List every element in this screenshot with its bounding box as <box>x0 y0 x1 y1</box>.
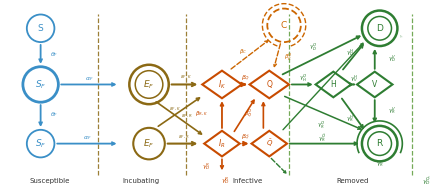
Text: $\beta_C$: $\beta_C$ <box>239 47 247 57</box>
Text: $\alpha_F$: $\alpha_F$ <box>84 75 93 83</box>
Text: Incubating: Incubating <box>123 178 160 184</box>
Text: D: D <box>376 24 383 33</box>
Text: $\gamma_R^Q$: $\gamma_R^Q$ <box>317 119 325 131</box>
Text: Removed: Removed <box>337 178 369 184</box>
Text: $\beta_C^Q$: $\beta_C^Q$ <box>284 51 293 63</box>
Text: $S_F$: $S_F$ <box>35 137 46 150</box>
Text: Susceptible: Susceptible <box>29 178 70 184</box>
Text: S: S <box>38 24 44 33</box>
Text: $\beta_Q$: $\beta_Q$ <box>241 74 250 83</box>
Text: $\gamma_D^R$: $\gamma_D^R$ <box>202 161 210 172</box>
Text: $\theta_F$: $\theta_F$ <box>51 111 59 119</box>
Text: $\gamma_R^R$: $\gamma_R^R$ <box>376 158 384 169</box>
Text: R: R <box>377 139 383 148</box>
Text: $I_K$: $I_K$ <box>218 78 226 91</box>
Text: $\epsilon_{F,R}$: $\epsilon_{F,R}$ <box>181 112 192 120</box>
Text: $\gamma_R^{\bar{Q}}$: $\gamma_R^{\bar{Q}}$ <box>318 132 327 144</box>
Text: $E_F$: $E_F$ <box>143 78 155 91</box>
Text: $I_R$: $I_R$ <box>218 137 226 150</box>
Text: H: H <box>330 80 336 89</box>
Text: $\bar{Q}$: $\bar{Q}$ <box>266 138 273 149</box>
Text: $\theta_F$: $\theta_F$ <box>51 50 59 59</box>
Text: $\gamma_H^Q$: $\gamma_H^Q$ <box>299 73 307 84</box>
Text: $\gamma_D^R$: $\gamma_D^R$ <box>220 176 229 187</box>
Text: $\gamma_D^V$: $\gamma_D^V$ <box>388 53 396 64</box>
Text: $\gamma_V^H$: $\gamma_V^H$ <box>350 73 358 84</box>
Text: $\beta_{\bar{Q}}^Q$: $\beta_{\bar{Q}}^Q$ <box>244 108 253 120</box>
Text: $\epsilon_{F,K}$: $\epsilon_{F,K}$ <box>180 74 191 81</box>
Text: $S_F$: $S_F$ <box>35 78 46 91</box>
Text: V: V <box>372 80 378 89</box>
Text: $\alpha_F$: $\alpha_F$ <box>83 134 91 142</box>
Text: $\gamma_R^H$: $\gamma_R^H$ <box>346 114 355 124</box>
Text: C: C <box>281 21 287 30</box>
Text: $\epsilon_{F,K}$: $\epsilon_{F,K}$ <box>169 105 181 113</box>
Text: $\epsilon_{F,R}$: $\epsilon_{F,R}$ <box>178 134 189 141</box>
Text: $\gamma_D^{\bar{Q}}$: $\gamma_D^{\bar{Q}}$ <box>422 175 432 187</box>
Text: $\beta_{\bar{Q}}$: $\beta_{\bar{Q}}$ <box>241 133 250 142</box>
Text: $E_F$: $E_F$ <box>143 137 155 150</box>
Text: $\gamma_R^V$: $\gamma_R^V$ <box>388 106 396 116</box>
Text: $\beta_{R,K}$: $\beta_{R,K}$ <box>195 110 208 118</box>
Text: $\gamma_D^Q$: $\gamma_D^Q$ <box>309 41 318 53</box>
Text: Q: Q <box>266 80 272 89</box>
Text: $\gamma_D^H$: $\gamma_D^H$ <box>346 47 355 58</box>
Text: Infective: Infective <box>232 178 263 184</box>
